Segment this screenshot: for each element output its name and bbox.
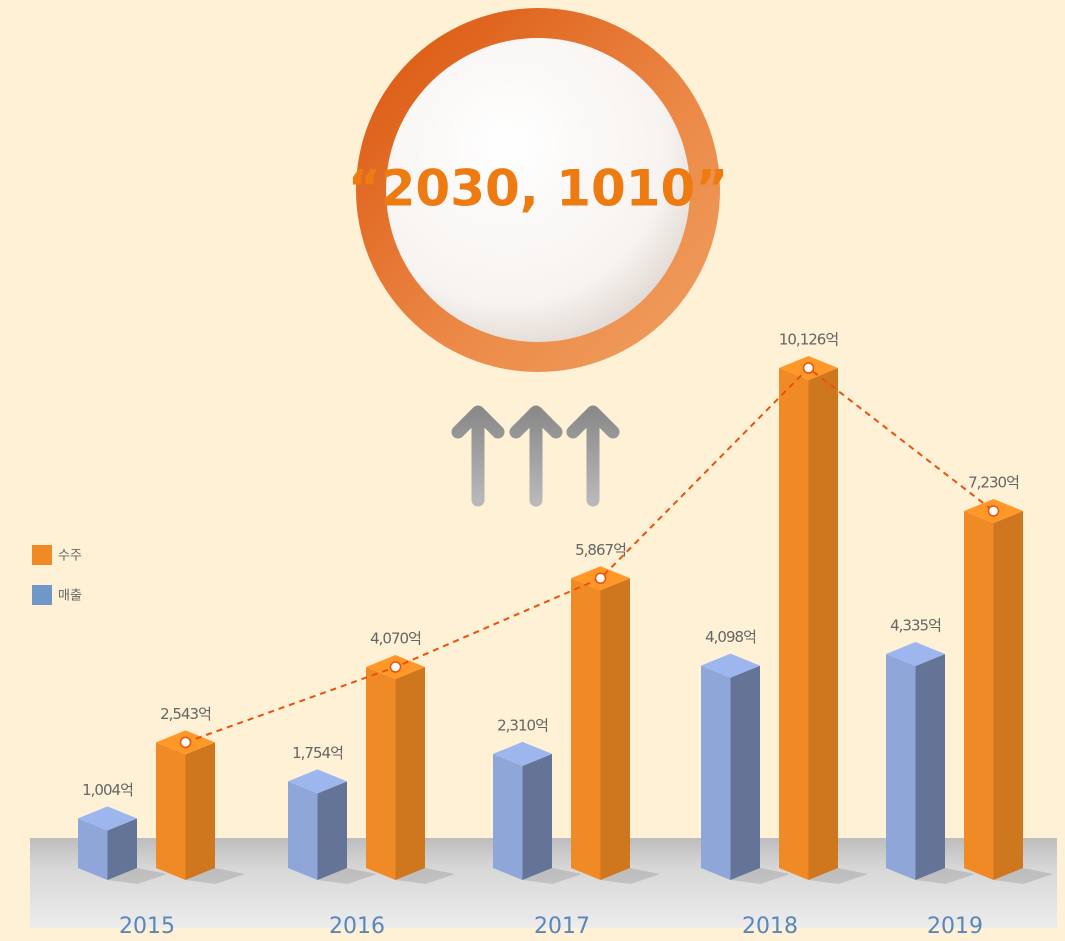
bar-face — [156, 742, 186, 880]
trend-point — [391, 662, 401, 672]
legend-label: 매출 — [58, 589, 82, 604]
bar-side — [916, 654, 946, 880]
bar-face — [779, 368, 809, 880]
value-label: 4,098억 — [705, 628, 756, 646]
x-tick-label: 2018 — [742, 914, 798, 939]
value-label: 4,335억 — [890, 616, 941, 634]
trend-point — [989, 506, 999, 516]
value-label: 2,543억 — [160, 705, 211, 723]
bar-face — [493, 754, 523, 880]
bar-face — [964, 511, 994, 880]
bar-side — [994, 511, 1024, 880]
x-tick-label: 2015 — [119, 914, 175, 939]
bar-face — [701, 666, 731, 880]
bar-face — [288, 781, 318, 880]
bar-side — [318, 781, 348, 880]
bar-side — [601, 578, 631, 880]
chart: “2030, 1010” 수주 매출 1,004억 1,754억 2,310억 4,0… — [0, 0, 1065, 941]
bar-face — [366, 667, 396, 880]
trend-point — [596, 573, 606, 583]
x-tick-label: 2017 — [534, 914, 590, 939]
chart-title: “2030, 1010” — [348, 160, 728, 218]
legend-label: 수주 — [58, 549, 82, 564]
value-label: 5,867억 — [575, 541, 626, 559]
trend-point — [181, 737, 191, 747]
value-label: 1,004억 — [82, 781, 133, 799]
value-label: 1,754억 — [292, 744, 343, 762]
x-tick-label: 2016 — [329, 914, 385, 939]
bar-side — [186, 742, 216, 880]
bar-side — [396, 667, 426, 880]
bar-side — [809, 368, 839, 880]
value-label: 7,230억 — [968, 473, 1019, 491]
legend-swatch — [32, 585, 52, 605]
bar-side — [731, 666, 761, 880]
trend-point — [804, 363, 814, 373]
bar-face — [886, 654, 916, 880]
x-tick-label: 2019 — [927, 914, 983, 939]
value-label: 4,070억 — [370, 630, 421, 648]
arrows — [458, 412, 613, 500]
value-label: 10,126억 — [779, 331, 838, 349]
bar-face — [571, 578, 601, 880]
legend-swatch — [32, 545, 52, 565]
bar-side — [523, 754, 553, 880]
value-label: 2,310억 — [497, 716, 548, 734]
